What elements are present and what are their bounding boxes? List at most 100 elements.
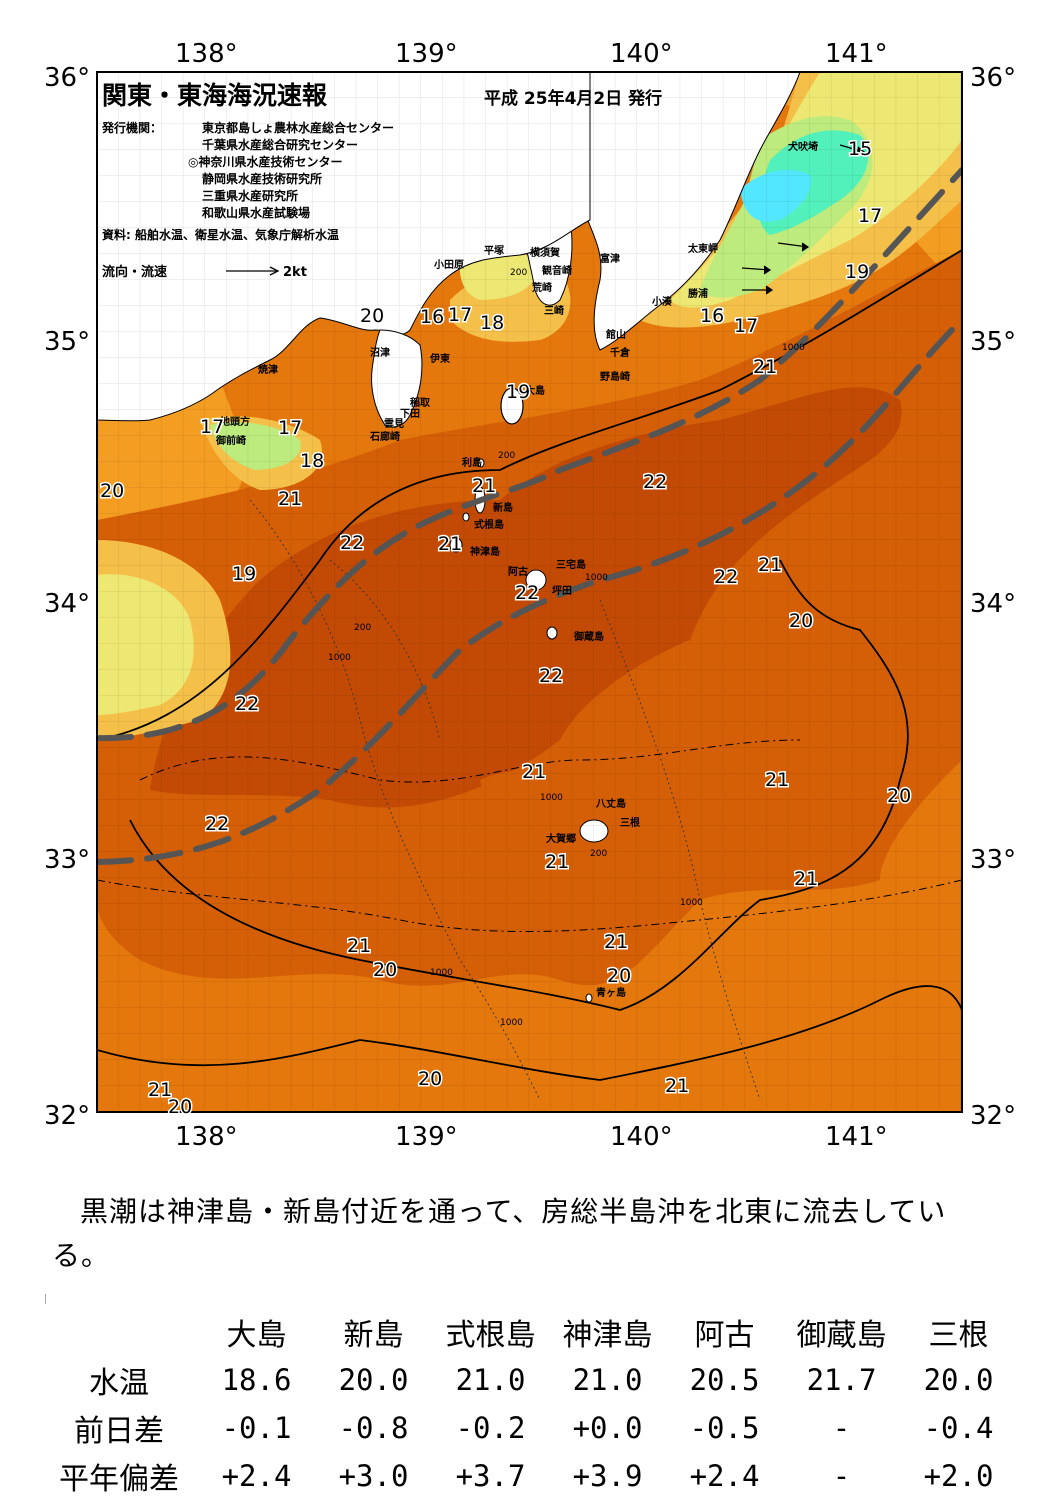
col-niijima: 新島 [343,1318,404,1353]
isotherm-label-19: 19 [845,261,869,283]
lat-label-34-left: 34° [44,589,90,619]
table-row-normal-deviation: 平年偏差 +2.4 +3.0 +3.7 +3.9 +2.4 - +2.0 [40,1452,1017,1500]
flow-legend-arrowhead [269,266,280,276]
depth-label-1000: 1000 [782,343,805,353]
depth-200-contour [329,559,441,741]
isotherm-label-21: 21 [522,761,546,783]
table-row-day-diff: 前日差 -0.1 -0.8 -0.2 +0.0 -0.5 - -0.4 [40,1404,1017,1452]
table-cell: -0.1 [221,1411,292,1445]
lon-label-140-bottom: 140° [610,1122,673,1152]
place-kumomi: 雲見 [384,418,404,430]
place-chikura: 千倉 [610,346,631,359]
row-label: 前日差 [74,1414,164,1449]
kuroshio-axis-north [97,167,962,742]
publisher-label: 発行機関： [101,120,162,135]
isotherm-label-17: 17 [200,416,224,438]
place-kozushima: 神津島 [470,545,500,558]
lat-label-36-left: 36° [44,63,90,93]
place-hiratsuka: 平塚 [484,244,504,257]
depth-label-200: 200 [590,849,607,859]
place-oshima: 大島 [525,384,545,397]
col-oshima: 大島 [226,1318,287,1353]
depth-label-200: 200 [498,451,515,461]
flow-legend-label: 流向・流速 [102,264,167,280]
map-frame [96,71,963,1113]
lon-label-139-bottom: 139° [395,1122,458,1152]
isotherm-label-21: 21 [472,475,496,497]
table-cell: - [832,1411,851,1445]
place-jitogata: 地頭方 [220,415,250,428]
divider-mark [45,1294,46,1304]
place-futtsu: 富津 [600,252,620,265]
place-aogashima: 青ヶ島 [596,986,626,999]
publisher-4: 静岡県水産技術研究所 [202,171,322,186]
table-cell: 20.0 [338,1363,409,1397]
depth-label-1000: 1000 [540,793,563,803]
table-cell: -0.5 [689,1411,760,1445]
lat-label-35-right: 35° [970,327,1016,357]
place-misaki: 三崎 [544,304,564,317]
table-row-water-temp: 水温 18.6 20.0 21.0 21.0 20.5 21.7 20.0 [40,1356,1017,1404]
isotherm-label-15: 15 [848,138,872,160]
publisher-5: 三重県水産研究所 [202,188,298,203]
isotherm-label-20: 20 [360,305,384,327]
publisher-6: 和歌山県水産試験場 [201,205,310,220]
place-tsubota: 坪田 [552,584,572,597]
row-label: 水温 [89,1366,149,1401]
place-odawara: 小田原 [433,258,464,271]
place-tateyama: 館山 [605,328,626,341]
isotherm-label-20: 20 [607,965,631,987]
isotherm-label-22: 22 [340,532,364,554]
place-inatori: 稲取 [410,396,431,409]
isotherm-21-line [129,559,909,1011]
lon-label-140-top: 140° [610,39,673,69]
table-cell: +2.4 [221,1459,292,1493]
table-cell: -0.4 [923,1411,994,1445]
col-kozushima: 神津島 [562,1318,653,1353]
col-mikurajima: 御蔵島 [796,1318,887,1353]
place-mitsune: 三根 [620,816,640,829]
map-title: 関東・東海海況速報 [102,81,328,110]
lon-label-141-bottom: 141° [825,1122,888,1152]
place-taito-misaki: 太東岬 [687,242,718,255]
isotherm-20-5-line [97,879,962,933]
place-irozaki: 石廊崎 [369,430,400,443]
isotherm-label-20: 20 [418,1068,442,1090]
isotherm-label-18: 18 [300,450,324,472]
flow-arrow [742,285,774,295]
lat-label-32-right: 32° [970,1101,1016,1131]
isotherm-label-16: 16 [700,305,724,327]
table-cell: 21.7 [806,1363,877,1397]
sea-temperature-map: 138° 139° 140° 141° 138° 139° 140° 141° … [44,39,1016,1152]
lon-label-138-bottom: 138° [175,1122,238,1152]
isotherm-label-20: 20 [887,785,911,807]
flow-arrow [777,242,810,252]
isotherm-label-20: 20 [373,959,397,981]
isotherm-label-17: 17 [278,417,302,439]
flow-arrow [741,265,772,275]
table-cell: 21.0 [455,1363,526,1397]
isotherm-label-17: 17 [734,315,758,337]
issue-date: 平成 25年4月2日 発行 [484,88,662,109]
table-cell: 20.5 [689,1363,760,1397]
depth-label-1000: 1000 [680,898,703,908]
table-cell: +3.7 [455,1459,526,1493]
isotherm-label-21: 21 [148,1079,172,1101]
island-temperature-table: 大島 新島 式根島 神津島 阿古 御蔵島 三根 水温 18.6 20.0 21.… [40,1308,1017,1500]
depth-label-1000: 1000 [430,968,453,978]
place-shimoda: 下田 [400,408,420,420]
isotherm-label-21: 21 [665,1075,689,1097]
isotherm-label-21: 21 [438,533,462,555]
lat-label-35-left: 35° [44,327,90,357]
isotherm-label-16: 16 [420,306,444,328]
isotherm-label-17: 17 [448,304,472,326]
place-numazu: 沼津 [370,346,390,359]
place-shikinejima: 式根島 [474,518,504,531]
table-cell: 20.0 [923,1363,994,1397]
isotherm-label-22: 22 [539,665,563,687]
lat-label-34-right: 34° [970,589,1016,619]
isotherm-label-21: 21 [794,868,818,890]
isotherm-label-21: 21 [347,935,371,957]
kuroshio-axis-south [97,317,962,865]
col-ako: 阿古 [694,1318,755,1353]
